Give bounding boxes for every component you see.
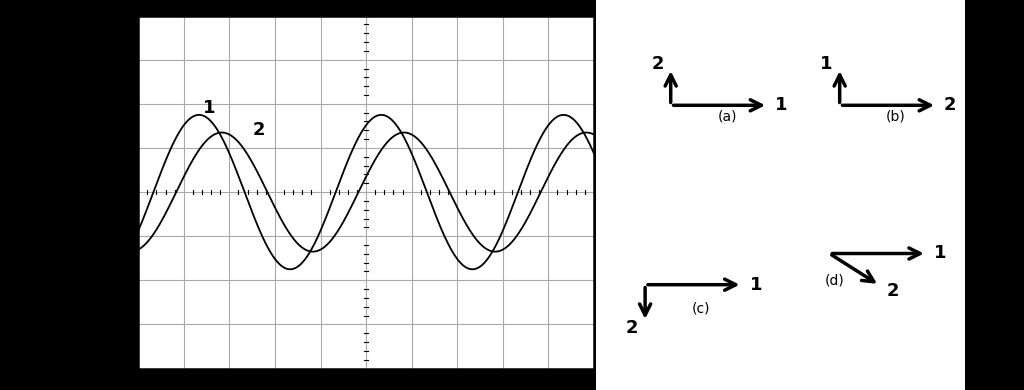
Text: 1: 1	[820, 55, 833, 73]
Text: 2: 2	[253, 121, 265, 139]
Text: (d): (d)	[824, 274, 845, 288]
Text: 2: 2	[626, 319, 638, 337]
Text: 2: 2	[887, 282, 899, 300]
Text: 1: 1	[934, 245, 946, 262]
Text: 2: 2	[944, 96, 956, 114]
Text: 2: 2	[651, 55, 664, 73]
Text: 1: 1	[203, 99, 215, 117]
Text: (b): (b)	[886, 110, 906, 124]
Text: 1: 1	[775, 96, 787, 114]
Text: (c): (c)	[692, 301, 711, 315]
Text: 1: 1	[750, 276, 762, 294]
Text: (a): (a)	[717, 110, 737, 124]
